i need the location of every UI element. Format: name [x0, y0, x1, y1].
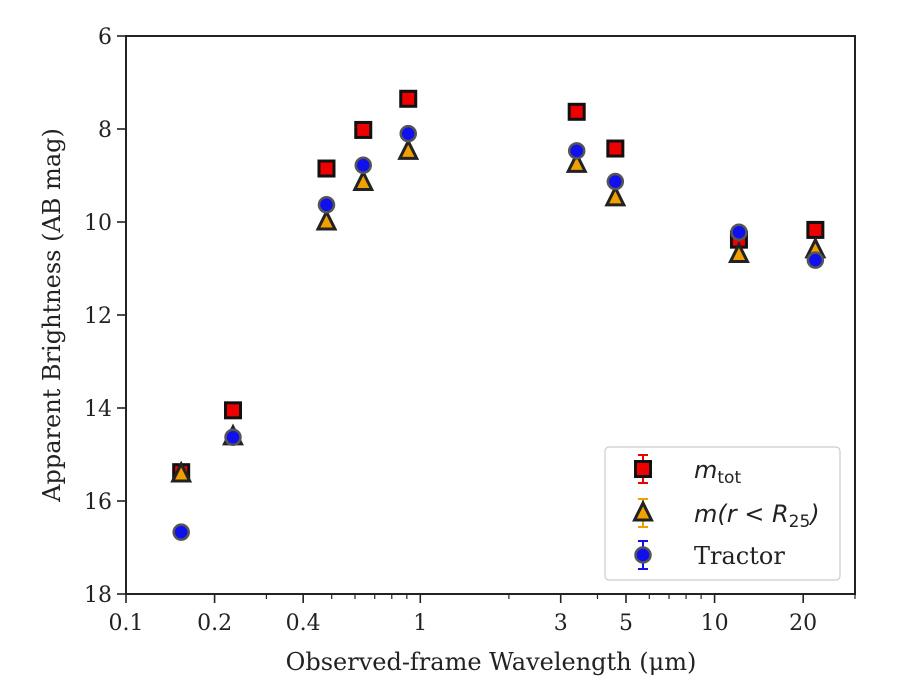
data-point [606, 139, 625, 158]
data-point [317, 159, 336, 178]
data-point [224, 428, 242, 447]
square-marker [399, 89, 418, 108]
circle-marker [399, 124, 417, 143]
data-point [354, 120, 373, 139]
data-point [728, 241, 750, 264]
data-point [806, 220, 825, 239]
circle-marker [172, 523, 190, 541]
x-tick-label: 3 [554, 611, 568, 636]
y-tick-label: 8 [98, 118, 112, 143]
data-point [397, 137, 420, 160]
data-point [352, 169, 375, 191]
circle-marker [634, 546, 652, 564]
square-marker [806, 220, 825, 239]
triangle-marker [352, 169, 375, 191]
circle-marker [606, 172, 625, 191]
x-tick-label: 1 [413, 611, 427, 636]
circle-marker [317, 196, 336, 214]
data-point [399, 89, 418, 108]
circle-marker [567, 142, 586, 160]
circle-marker [354, 156, 373, 175]
legend-marker [634, 460, 652, 478]
triangle-marker [315, 208, 338, 231]
triangle-marker [565, 150, 588, 173]
legend-box [604, 446, 841, 581]
square-marker [567, 102, 586, 121]
x-axis-label: Observed-frame Wavelength (μm) [286, 648, 697, 676]
square-marker [224, 401, 243, 420]
data-point [565, 150, 588, 173]
square-marker [317, 159, 336, 178]
circle-marker [806, 251, 825, 269]
y-tick-label: 16 [84, 490, 112, 515]
triangle-marker [728, 241, 750, 264]
triangle-marker [632, 499, 654, 522]
series-triangle [170, 137, 827, 483]
circle-marker [730, 223, 748, 241]
y-tick-label: 14 [84, 397, 112, 422]
data-point [806, 251, 825, 269]
data-point [354, 156, 373, 175]
legend: mtot m(r < R25) Tractor [604, 446, 841, 581]
series-square [172, 89, 825, 482]
y-tick-label: 6 [98, 25, 112, 50]
axis-ticks: 0.1 0.2 0.4 1 3 5 10 20 6 8 10 12 14 16 18 [84, 25, 856, 636]
square-marker [354, 120, 373, 139]
x-tick-label: 0.4 [286, 611, 321, 636]
triangle-marker [604, 184, 627, 207]
data-point [604, 184, 627, 207]
triangle-marker [397, 137, 420, 160]
data-point [172, 523, 190, 541]
data-point [730, 223, 748, 241]
square-marker [634, 460, 652, 478]
data-point [315, 208, 338, 231]
x-tick-label: 5 [619, 611, 633, 636]
data-point [170, 460, 193, 483]
data-point [399, 124, 417, 143]
x-tick-label: 20 [789, 611, 817, 636]
series-circle [172, 124, 825, 541]
circle-marker [224, 428, 242, 447]
square-marker [606, 139, 625, 158]
y-axis-label: Apparent Brightness (AB mag) [38, 128, 66, 503]
data-point [567, 102, 586, 121]
data-point [606, 172, 625, 191]
x-tick-label: 0.1 [109, 611, 144, 636]
data-point [317, 196, 336, 214]
y-tick-label: 12 [84, 304, 112, 329]
y-tick-label: 10 [84, 211, 112, 236]
legend-label: m(r < R25) [694, 500, 820, 532]
x-tick-label: 10 [701, 611, 729, 636]
legend-marker [634, 546, 652, 564]
data-point [567, 142, 586, 160]
data-markers [170, 89, 827, 541]
triangle-marker [170, 460, 193, 483]
legend-label: mtot [694, 456, 741, 488]
legend-marker [632, 499, 654, 522]
data-point [224, 401, 243, 420]
x-tick-label: 0.2 [197, 611, 232, 636]
y-tick-label: 18 [84, 583, 112, 608]
legend-label: Tractor [694, 542, 785, 570]
